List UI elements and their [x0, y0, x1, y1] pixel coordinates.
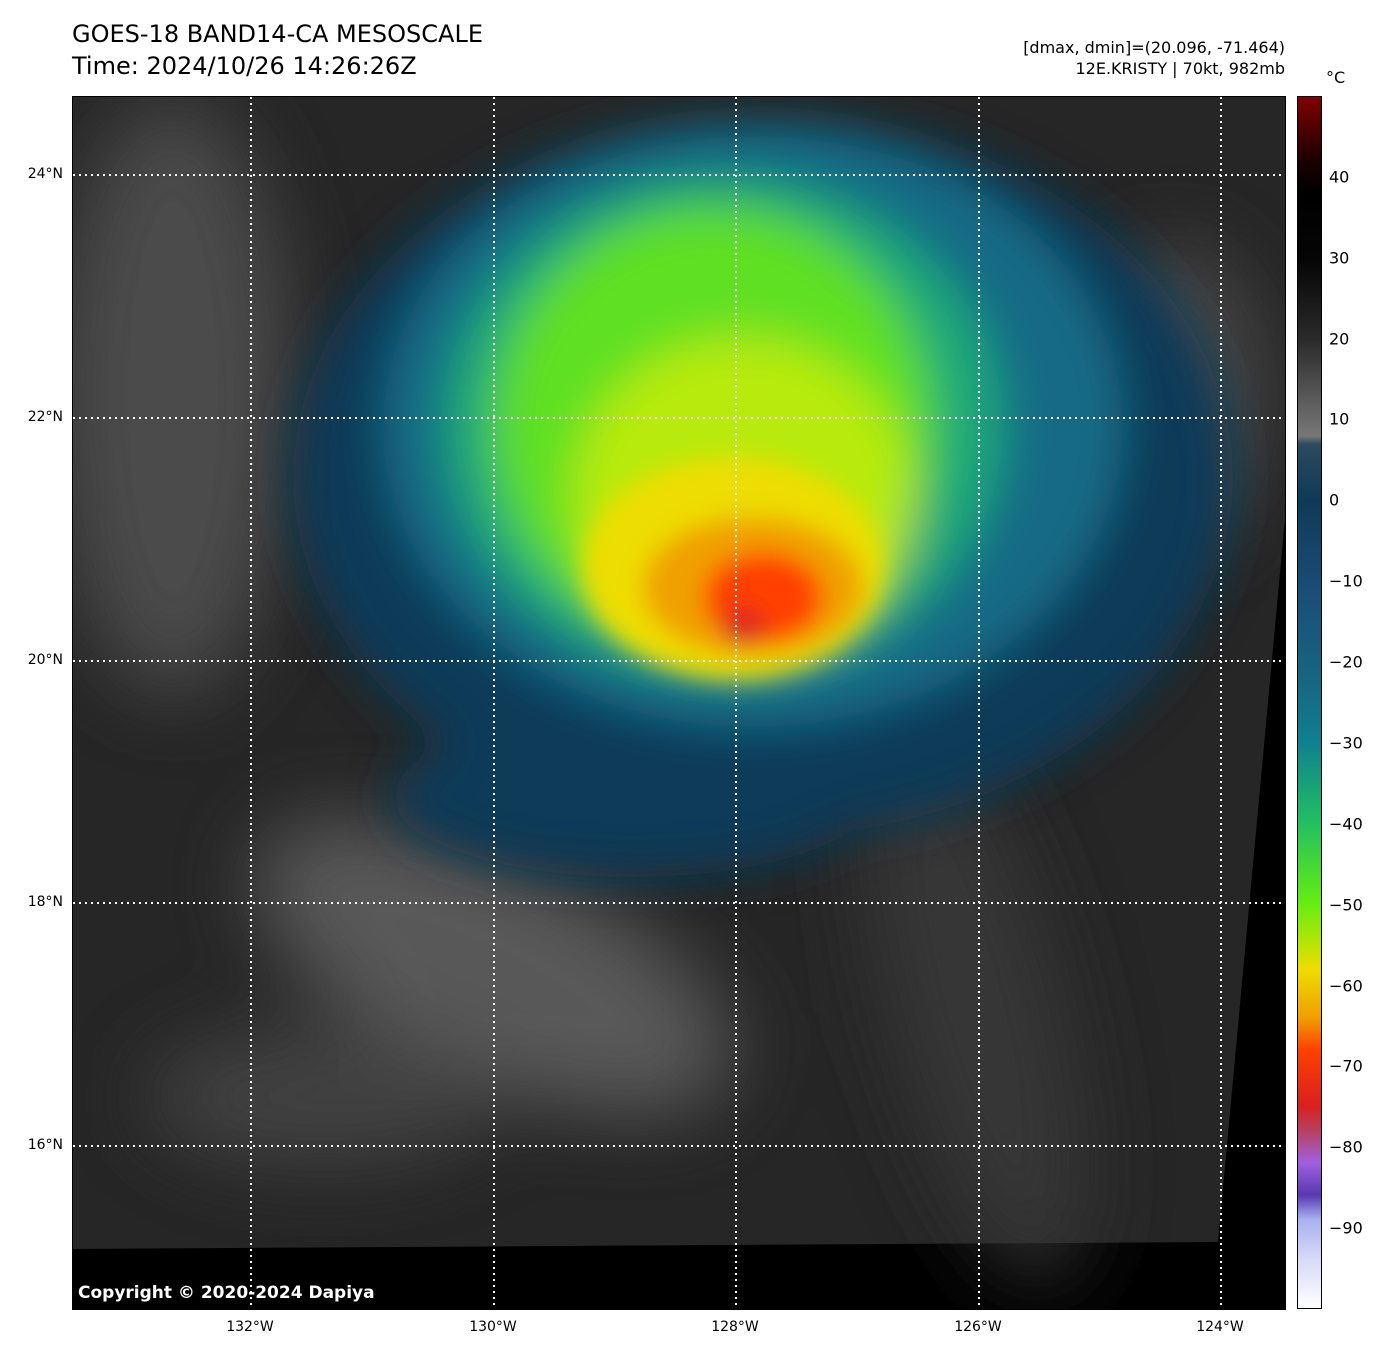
- lat-label: 20°N: [27, 652, 63, 668]
- image-time: Time: 2024/10/26 14:26:26Z: [72, 52, 417, 80]
- colorbar-tick-label: −90: [1329, 1218, 1363, 1238]
- colorbar-tick-label: 0: [1329, 490, 1340, 510]
- copyright-text: Copyright © 2020-2024 Dapiya: [78, 1283, 375, 1303]
- lat-label: 24°N: [27, 166, 63, 182]
- satellite-map: Copyright © 2020-2024 Dapiya: [72, 96, 1286, 1310]
- colorbar-tick-label: −50: [1329, 895, 1363, 915]
- lat-label: 16°N: [27, 1137, 63, 1153]
- satellite-imagery: [73, 97, 1285, 1309]
- colorbar-tick-label: −20: [1329, 652, 1363, 672]
- colorbar-unit: °C: [1326, 68, 1346, 87]
- storm-info: 12E.KRISTY | 70kt, 982mb: [1075, 59, 1286, 78]
- colorbar-tick-label: −30: [1329, 733, 1363, 753]
- lon-label: 130°W: [469, 1319, 517, 1335]
- graticule: [73, 97, 1285, 1309]
- colorbar-tick-label: −40: [1329, 814, 1363, 834]
- colorbar-tick-label: 40: [1329, 167, 1350, 187]
- lat-label: 22°N: [27, 409, 63, 425]
- colorbar-tick-label: 30: [1329, 248, 1350, 268]
- lon-label: 126°W: [954, 1319, 1002, 1335]
- colorbar-tick-label: 20: [1329, 329, 1350, 349]
- lat-label: 18°N: [27, 894, 63, 910]
- data-range: [dmax, dmin]=(20.096, -71.464): [1023, 38, 1285, 57]
- image-title: GOES-18 BAND14-CA MESOSCALE: [72, 20, 483, 48]
- colorbar-tick-label: −60: [1329, 976, 1363, 996]
- colorbar-tick-label: −80: [1329, 1137, 1363, 1157]
- lon-label: 128°W: [711, 1319, 759, 1335]
- lon-label: 132°W: [226, 1319, 274, 1335]
- colorbar: [1297, 96, 1322, 1309]
- colorbar-tick-label: −70: [1329, 1056, 1363, 1076]
- colorbar-tick-label: −10: [1329, 571, 1363, 591]
- lon-label: 124°W: [1196, 1319, 1244, 1335]
- colorbar-tick-label: 10: [1329, 409, 1350, 429]
